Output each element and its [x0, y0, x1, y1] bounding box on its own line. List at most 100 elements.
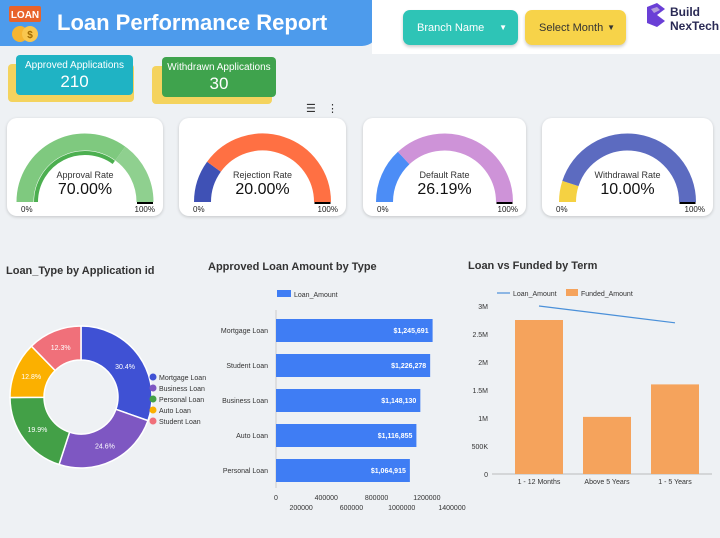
legend-swatch [566, 289, 578, 296]
y-tick-label: 0 [484, 472, 488, 479]
legend-label: Auto Loan [159, 408, 191, 415]
gauge-value: 10.00% [600, 181, 654, 198]
chevron-down-icon: ▼ [607, 23, 615, 32]
gauge-max-label: 100% [685, 205, 705, 214]
gauge-card-withdrawal: Withdrawal Rate 10.00% 0% 100% [542, 118, 713, 216]
x-tick-label: 0 [274, 495, 278, 502]
gauge-value-arc [559, 180, 579, 203]
pie-data-label: 30.4% [115, 364, 135, 371]
pie-slice [80, 325, 153, 422]
pie-data-label: 12.8% [21, 374, 41, 381]
term-chart-title: Loan vs Funded by Term [468, 260, 598, 272]
legend-swatch [149, 406, 157, 414]
gauge-value: 20.00% [235, 181, 289, 198]
pie-chart-title: Loan_Type by Application id [6, 265, 155, 277]
bar-data-label: $1,226,278 [391, 363, 426, 370]
header-bar [0, 0, 378, 46]
gauge-value: 26.19% [417, 181, 471, 198]
gauge-min-label: 0% [193, 205, 205, 214]
gauge-value: 70.00% [58, 181, 112, 198]
gauge-remainder-arc [562, 133, 696, 203]
gauge-inner-arc [34, 151, 115, 203]
y-tick-label: Student Loan [226, 363, 268, 370]
bar [276, 459, 410, 482]
svg-text:$: $ [27, 30, 33, 41]
logo-text: LOAN [11, 10, 39, 21]
x-tick-label: 800000 [365, 495, 388, 502]
kpi-label: Approved Applications [25, 60, 124, 71]
brand-line-1: Build [670, 5, 700, 19]
legend-label: Mortgage Loan [159, 375, 206, 382]
legend-label: Loan_Amount [513, 291, 557, 298]
x-tick-label: 1 - 5 Years [658, 479, 692, 486]
x-tick-label: 1200000 [413, 495, 440, 502]
y-tick-label: Business Loan [222, 398, 268, 405]
legend-label: Loan_Amount [294, 292, 338, 299]
select-month-dropdown[interactable]: Select Month ▼ [525, 10, 626, 45]
kpi-label: Withdrawn Applications [167, 62, 271, 73]
gauge-max-label: 100% [318, 205, 338, 214]
more-options-icon[interactable]: ⋮ [326, 103, 338, 115]
x-tick-label: 1000000 [388, 505, 415, 512]
gauge-min-label: 0% [556, 205, 568, 214]
gauge-min-label: 0% [21, 205, 33, 214]
legend-label: Funded_Amount [581, 291, 633, 298]
legend-swatch [149, 395, 157, 403]
kpi-value: 30 [209, 74, 229, 93]
y-tick-label: 2M [478, 360, 488, 367]
x-tick-label: Above 5 Years [584, 479, 630, 486]
y-tick-label: 1.5M [472, 388, 488, 395]
gauge-min-label: 0% [377, 205, 389, 214]
bar [515, 320, 563, 474]
bar [651, 384, 699, 474]
kpi-approved-applications: Approved Applications 210 [16, 55, 133, 95]
loan-logo-icon: LOAN $ [9, 6, 41, 42]
pie-data-label: 12.3% [51, 345, 71, 352]
legend-swatch [149, 384, 157, 392]
y-tick-label: 1M [478, 416, 488, 423]
gauge-value-arc [194, 161, 222, 203]
gauge-value-arc [376, 151, 410, 203]
pie-slice [30, 325, 82, 372]
bar-data-label: $1,116,855 [378, 433, 413, 440]
y-tick-label: Auto Loan [236, 433, 268, 440]
bar-data-label: $1,245,691 [394, 328, 429, 335]
branch-name-label: Branch Name [417, 21, 485, 34]
branch-name-dropdown[interactable]: Branch Name ▼ [403, 10, 518, 45]
select-month-label: Select Month [539, 21, 604, 34]
gauge-remainder-arc [207, 133, 331, 203]
gauge-title: Default Rate [419, 170, 469, 180]
x-tick-label: 400000 [315, 495, 338, 502]
gauge-card-rejection: Rejection Rate 20.00% 0% 100% [179, 118, 346, 216]
legend-label: Student Loan [159, 419, 201, 426]
gauge-title: Withdrawal Rate [594, 170, 660, 180]
gauge-title: Rejection Rate [233, 170, 292, 180]
pie-slice [58, 408, 149, 469]
x-tick-label: 600000 [340, 505, 363, 512]
page-title: Loan Performance Report [57, 10, 328, 35]
x-tick-label: 1400000 [438, 505, 465, 512]
bar [276, 319, 433, 342]
y-tick-label: Mortgage Loan [221, 328, 268, 335]
chart-toolbar: ☰ ⋮ [306, 102, 338, 115]
brand-name: Build NexTech [670, 5, 719, 33]
gauge-remainder-arc [114, 146, 154, 203]
bar-data-label: $1,148,130 [381, 398, 416, 405]
gauge-max-label: 100% [498, 205, 518, 214]
legend-label: Business Loan [159, 386, 205, 393]
bar-data-label: $1,064,915 [371, 468, 406, 475]
brand-line-2: NexTech [670, 19, 720, 33]
series-line [538, 305, 676, 324]
x-tick-label: 200000 [289, 505, 312, 512]
gauge-title: Approval Rate [56, 170, 113, 180]
bar [583, 416, 631, 474]
bar [276, 424, 417, 447]
filter-icon[interactable]: ☰ [306, 103, 316, 115]
pie-data-label: 24.6% [95, 443, 115, 450]
gauge-value-arc [16, 133, 126, 203]
legend-swatch [149, 373, 157, 381]
